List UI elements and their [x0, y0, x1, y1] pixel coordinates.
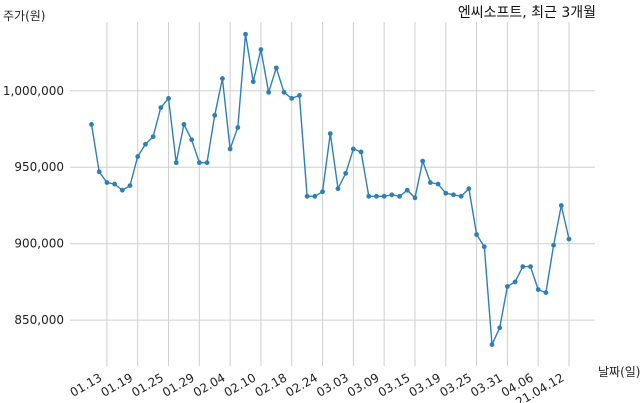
data-point	[443, 190, 449, 196]
data-point	[250, 79, 256, 85]
x-tick-label: 03.31	[468, 370, 505, 399]
data-point	[212, 112, 218, 118]
data-point	[166, 96, 171, 101]
data-point	[127, 183, 133, 188]
data-point	[327, 131, 333, 137]
data-point	[474, 232, 479, 237]
data-point	[312, 193, 318, 199]
data-point	[196, 160, 202, 166]
x-tick-label: 02.24	[283, 370, 320, 399]
x-axis-title: 날짜(일)	[598, 365, 640, 379]
data-point	[528, 264, 533, 270]
price-series-line	[90, 34, 570, 348]
vertical-gridlines	[106, 22, 570, 366]
x-tick-label: 03.09	[345, 370, 382, 399]
data-point	[204, 160, 210, 166]
data-point	[520, 264, 526, 270]
x-tick-label: 03.03	[314, 370, 351, 399]
data-point	[458, 193, 464, 199]
data-point	[404, 187, 410, 193]
data-point	[304, 193, 310, 199]
data-point	[366, 193, 372, 199]
data-point	[350, 146, 356, 152]
y-tick-label: 1,000,000	[3, 84, 64, 98]
x-axis-tick-labels: 01.1301.1901.2501.2902.0402.1002.1802.24…	[68, 370, 567, 403]
x-tick-label: 03.19	[407, 370, 444, 399]
data-point	[374, 193, 379, 199]
data-point	[558, 203, 564, 208]
data-point	[112, 181, 118, 187]
y-tick-label: 900,000	[14, 237, 64, 251]
data-point	[389, 192, 395, 198]
data-point	[158, 105, 164, 111]
data-point	[358, 149, 364, 155]
data-point	[273, 65, 279, 71]
data-point	[227, 146, 233, 152]
data-point	[150, 134, 156, 140]
y-tick-label: 950,000	[14, 160, 64, 174]
data-point	[451, 192, 456, 198]
data-point	[220, 76, 225, 81]
data-point	[512, 279, 518, 285]
data-point	[281, 89, 287, 95]
y-axis-tick-labels: 850,000 900,000 950,000 1,000,000	[3, 84, 64, 327]
x-tick-label: 03.15	[376, 370, 413, 399]
data-point	[173, 160, 179, 166]
data-point	[135, 154, 141, 159]
x-tick-label: 02.18	[252, 370, 289, 399]
data-point	[320, 189, 325, 195]
data-point	[497, 325, 503, 331]
data-point	[566, 236, 572, 242]
y-axis-title: 주가(원)	[3, 9, 45, 23]
data-point	[543, 290, 549, 296]
horizontal-gridlines	[70, 90, 595, 321]
data-point	[535, 287, 541, 292]
data-point	[143, 141, 148, 147]
chart-title: 엔씨소프트, 최근 3개월	[458, 5, 596, 21]
data-point	[297, 92, 302, 98]
data-point	[119, 187, 125, 193]
data-point	[343, 170, 349, 176]
x-tick-label: 03.25	[437, 370, 474, 399]
data-point	[89, 122, 94, 127]
data-point	[397, 193, 402, 199]
data-point	[466, 186, 472, 192]
x-tick-label: 02.04	[191, 370, 228, 399]
data-point	[258, 47, 264, 52]
data-point	[420, 158, 426, 164]
data-point	[435, 181, 441, 187]
data-point	[289, 96, 295, 101]
data-point	[427, 180, 433, 185]
data-point	[104, 180, 110, 185]
x-tick-label: 01.13	[68, 370, 105, 399]
x-tick-label: 01.25	[129, 370, 166, 399]
data-point	[551, 242, 556, 248]
data-point	[181, 122, 187, 127]
data-point	[235, 125, 241, 130]
data-point	[96, 169, 102, 175]
data-point	[412, 195, 418, 201]
x-tick-label: 01.19	[98, 370, 135, 399]
data-point	[489, 342, 495, 347]
x-tick-label: 01.29	[160, 370, 197, 399]
x-tick-label: 02.10	[222, 370, 259, 399]
data-point	[189, 137, 195, 143]
data-point	[481, 244, 487, 250]
y-tick-label: 850,000	[14, 313, 64, 327]
price-series-markers	[89, 31, 572, 347]
data-point	[243, 31, 248, 37]
data-point	[381, 193, 387, 199]
data-point	[504, 284, 510, 289]
data-point	[266, 89, 272, 95]
data-point	[335, 186, 341, 192]
